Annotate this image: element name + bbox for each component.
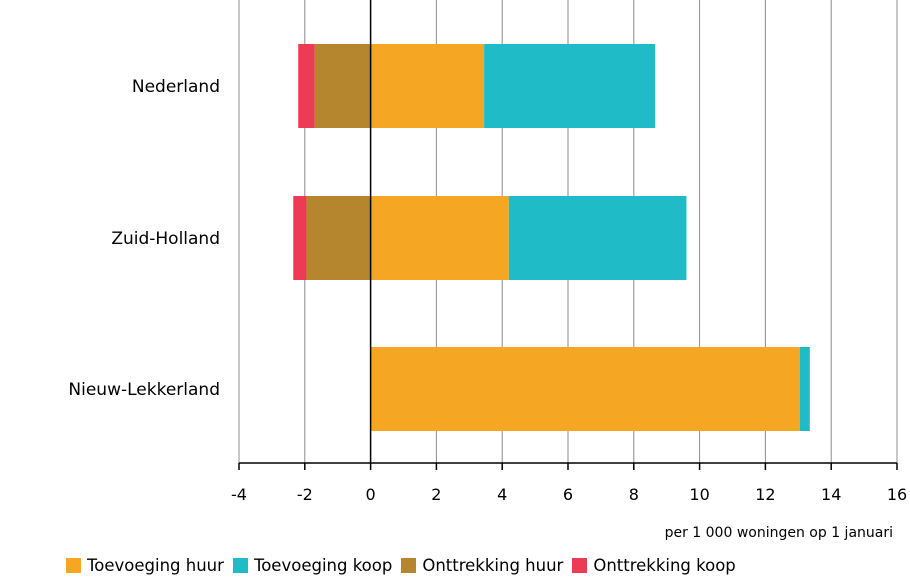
category-label: Nieuw-Lekkerland <box>68 380 220 400</box>
legend-swatch <box>232 557 248 573</box>
x-tick-label: -2 <box>297 485 313 504</box>
bar-nederland-series-3 <box>298 44 315 128</box>
legend-label: Toevoeging huur <box>87 555 224 575</box>
x-tick-label: 12 <box>755 485 775 504</box>
x-tick-label: 0 <box>366 485 376 504</box>
x-tick-label: 16 <box>887 485 907 504</box>
category-label: Nederland <box>132 77 220 97</box>
legend-swatch <box>572 557 588 573</box>
legend-swatch <box>401 557 417 573</box>
legend-item: Onttrekking koop <box>572 555 736 575</box>
x-tick-label: 10 <box>689 485 709 504</box>
bar-nederland-series-0 <box>370 44 485 128</box>
bar-nieuw-lekkerland-series-0 <box>370 347 800 431</box>
bar-zuid-holland-series-2 <box>306 196 371 280</box>
x-tick-label: -4 <box>231 485 247 504</box>
x-tick-label: 4 <box>497 485 507 504</box>
bar-nederland-series-2 <box>314 44 371 128</box>
legend-label: Onttrekking koop <box>593 555 736 575</box>
bar-nieuw-lekkerland-series-1 <box>799 347 810 431</box>
bar-nederland-series-1 <box>484 44 656 128</box>
x-tick-label: 14 <box>821 485 841 504</box>
legend-label: Toevoeging koop <box>253 555 393 575</box>
x-tick-label: 2 <box>431 485 441 504</box>
x-tick-label: 6 <box>563 485 573 504</box>
bar-zuid-holland-series-3 <box>293 196 307 280</box>
legend-item: Toevoeging koop <box>232 555 393 575</box>
legend-item: Toevoeging huur <box>66 556 224 575</box>
legend-item: Onttrekking huur <box>401 556 563 575</box>
legend-swatch <box>66 557 81 573</box>
legend: Toevoeging huur Toevoeging koop Onttrekkin… <box>66 553 745 577</box>
legend-label: Onttrekking huur <box>422 555 564 575</box>
x-tick-label: 8 <box>629 485 639 504</box>
category-label: Zuid-Holland <box>111 229 220 249</box>
bar-zuid-holland-series-1 <box>508 196 687 280</box>
x-axis-label: per 1 000 woningen op 1 januari <box>665 525 893 541</box>
bar-zuid-holland-series-0 <box>370 196 509 280</box>
